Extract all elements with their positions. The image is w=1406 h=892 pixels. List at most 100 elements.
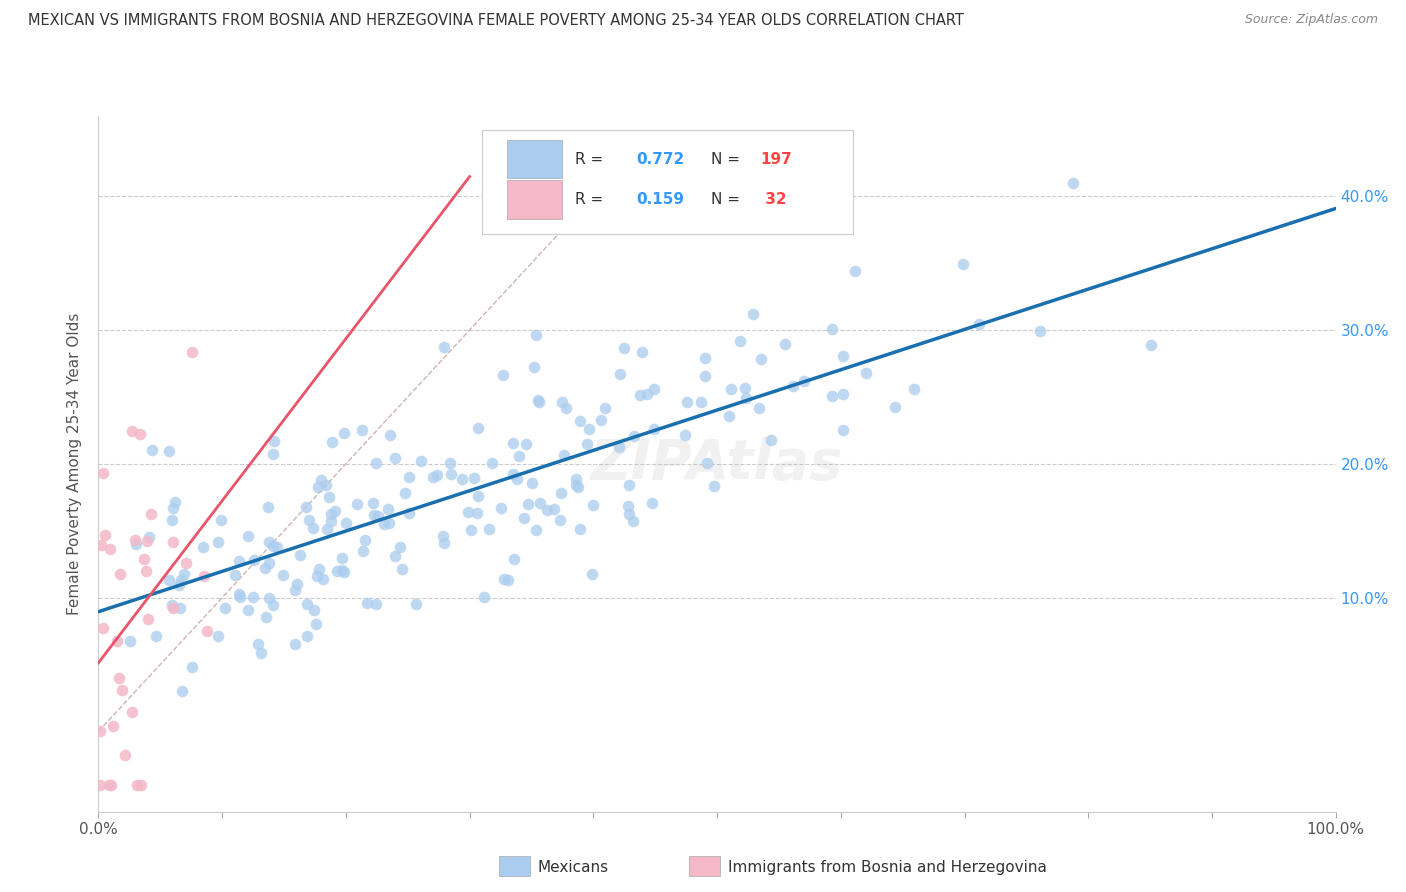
Point (496, 574, 519, 588)
Point (467, 489, 489, 503)
Point (391, 562, 413, 576)
Point (609, 440, 631, 454)
Point (567, 480, 589, 494)
FancyBboxPatch shape (506, 140, 562, 178)
Point (180, 344, 202, 359)
Text: Immigrants from Bosnia and Herzegovina: Immigrants from Bosnia and Herzegovina (728, 860, 1047, 874)
Point (630, 345, 652, 359)
Point (523, 360, 546, 375)
Point (353, 533, 375, 547)
Point (162, 534, 184, 549)
Point (262, 447, 284, 461)
Point (832, 386, 855, 401)
Point (492, 368, 515, 383)
Point (145, 630, 167, 644)
Point (1029, 324, 1052, 338)
Point (465, 507, 488, 521)
Point (307, 480, 329, 494)
Point (257, 556, 280, 570)
Text: 197: 197 (761, 152, 792, 167)
Point (124, 533, 146, 547)
Point (367, 508, 389, 523)
Point (325, 564, 347, 578)
Point (141, 443, 163, 458)
Point (207, 535, 229, 549)
Point (315, 478, 337, 492)
Point (298, 513, 321, 527)
Point (703, 478, 725, 492)
Point (782, 378, 804, 392)
Point (582, 499, 605, 513)
Point (433, 340, 456, 354)
Point (160, 598, 183, 612)
Point (101, 719, 124, 733)
Point (568, 523, 591, 537)
Point (527, 395, 550, 409)
Point (477, 523, 499, 537)
Point (91, 621, 114, 635)
Point (93, 466, 115, 480)
Point (197, 624, 219, 638)
Point (173, 567, 195, 582)
Point (172, 684, 194, 698)
Text: 0.772: 0.772 (637, 152, 685, 167)
Point (508, 449, 530, 463)
Point (593, 401, 616, 415)
Point (132, 552, 155, 566)
Point (332, 425, 354, 440)
Text: 32: 32 (761, 192, 787, 207)
Point (378, 516, 401, 531)
Point (389, 541, 412, 555)
Point (352, 543, 374, 558)
Point (323, 504, 346, 518)
Point (394, 485, 416, 500)
Point (110, 567, 132, 582)
Point (295, 629, 318, 643)
Point (489, 501, 512, 516)
Point (749, 351, 772, 366)
Point (253, 561, 276, 575)
Point (502, 467, 524, 481)
Point (481, 456, 503, 470)
Point (689, 394, 711, 409)
Point (616, 499, 638, 513)
Point (297, 597, 319, 611)
Point (742, 306, 765, 320)
Point (308, 562, 330, 576)
Text: N =: N = (711, 152, 745, 167)
Point (257, 591, 280, 605)
Point (855, 366, 877, 380)
Point (207, 629, 229, 643)
Point (844, 264, 866, 278)
Point (1140, 337, 1163, 351)
Point (311, 473, 333, 487)
Point (302, 603, 325, 617)
Point (467, 420, 489, 434)
Point (411, 453, 433, 467)
Point (319, 514, 342, 528)
Point (135, 565, 157, 579)
Text: ZIPAtlas: ZIPAtlas (591, 437, 844, 491)
Point (903, 382, 925, 396)
Point (426, 468, 449, 483)
Point (612, 341, 634, 355)
Point (748, 401, 770, 415)
Point (321, 507, 343, 521)
Point (524, 328, 547, 343)
Point (623, 428, 645, 442)
Point (352, 423, 374, 437)
Point (619, 477, 641, 491)
Point (432, 529, 454, 543)
Point (127, 778, 149, 792)
Point (97, 778, 120, 792)
Point (832, 423, 855, 437)
Point (290, 548, 312, 562)
Y-axis label: Female Poverty Among 25-34 Year Olds: Female Poverty Among 25-34 Year Olds (67, 313, 83, 615)
Point (125, 537, 148, 551)
Point (636, 387, 658, 401)
Point (643, 422, 665, 436)
Point (773, 337, 796, 351)
Point (333, 565, 356, 579)
Point (250, 646, 273, 660)
Point (526, 393, 548, 408)
